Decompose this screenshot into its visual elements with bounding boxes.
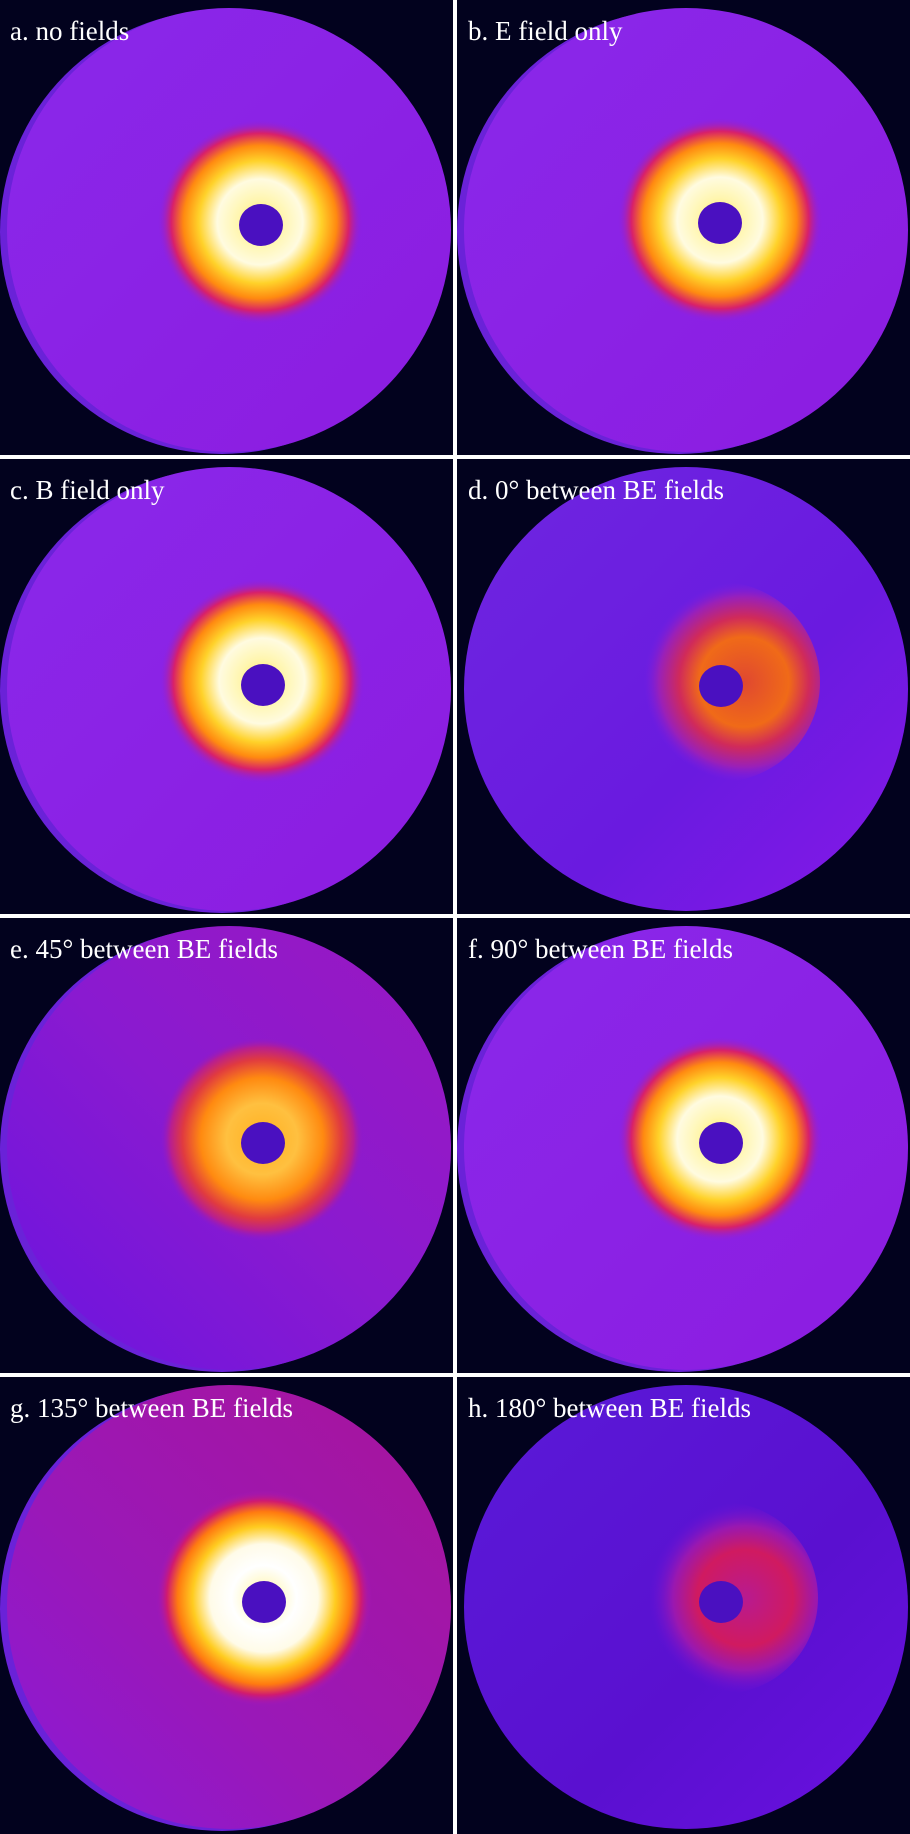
hole: [239, 204, 283, 246]
hole: [241, 1122, 285, 1164]
hole: [699, 1581, 743, 1623]
panel: g. 135° between BE fields: [0, 1377, 453, 1834]
panel: f. 90° between BE fields: [457, 918, 910, 1373]
panel: b. E field only: [457, 0, 910, 455]
hole: [699, 1122, 743, 1164]
panel-label: b. E field only: [468, 16, 623, 46]
panel-label: e. 45° between BE fields: [10, 934, 278, 964]
panel: d. 0° between BE fields: [457, 459, 910, 914]
panel-label: d. 0° between BE fields: [468, 475, 724, 505]
hole: [699, 665, 743, 707]
panel: h. 180° between BE fields: [457, 1377, 910, 1834]
panel-label: f. 90° between BE fields: [468, 934, 733, 964]
hole: [698, 202, 742, 244]
panel: e. 45° between BE fields: [0, 918, 453, 1373]
hole: [242, 1581, 286, 1623]
page: {"panels": [ {"label": "a. no fields"}, …: [0, 0, 910, 1834]
hole: [241, 664, 285, 706]
panel: a. no fields: [0, 0, 453, 455]
figure: a. no fields b. E field only c. B field …: [0, 0, 910, 1834]
panel-label: c. B field only: [10, 475, 165, 505]
panel-label: a. no fields: [10, 16, 129, 46]
panel-label: h. 180° between BE fields: [468, 1393, 751, 1423]
panel-label: g. 135° between BE fields: [10, 1393, 293, 1423]
panel: c. B field only: [0, 459, 453, 914]
